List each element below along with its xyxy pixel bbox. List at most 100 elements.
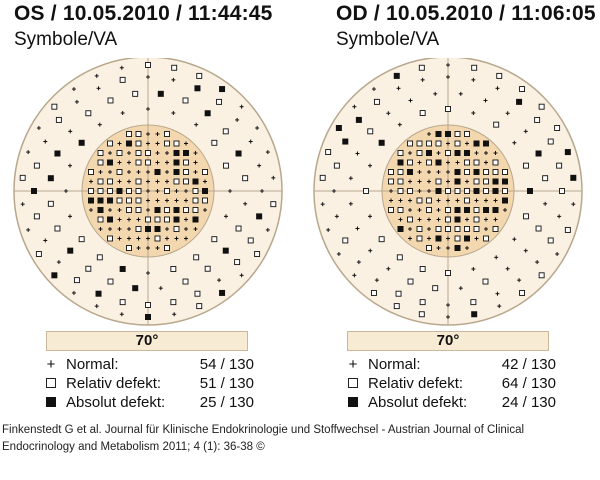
absolute-defect-marker bbox=[564, 149, 571, 156]
normal-point-marker bbox=[184, 189, 188, 193]
relative-defect-marker bbox=[164, 216, 170, 223]
relative-defect-marker bbox=[85, 110, 92, 117]
relative-defect-marker bbox=[426, 207, 432, 213]
absolute-defect-marker bbox=[78, 139, 85, 146]
relative-defect-marker bbox=[145, 159, 151, 166]
absolute-defect-marker bbox=[173, 216, 180, 223]
relative-defect-marker bbox=[107, 235, 113, 242]
relative-defect-marker bbox=[342, 237, 349, 244]
normal-point-marker bbox=[165, 227, 169, 231]
visual-field-chart-od bbox=[313, 58, 583, 326]
normal-point-marker bbox=[557, 214, 562, 219]
relative-defect-marker bbox=[192, 188, 199, 194]
relative-defect-marker bbox=[183, 159, 189, 166]
absolute-defect-marker bbox=[516, 98, 523, 105]
normal-point-marker bbox=[96, 86, 101, 91]
absolute-defect-marker bbox=[183, 150, 189, 156]
relative-defect-marker bbox=[211, 236, 218, 243]
absolute-defect-marker bbox=[119, 265, 126, 272]
normal-point-marker bbox=[484, 151, 488, 155]
absolute-defect-marker bbox=[355, 116, 362, 123]
legend-label: Relativ defekt: bbox=[66, 375, 162, 392]
normal-point-marker bbox=[97, 122, 102, 127]
relative-defect-marker bbox=[426, 159, 432, 166]
normal-point-marker bbox=[255, 126, 260, 130]
relative-defect-marker bbox=[85, 265, 92, 272]
relative-defect-marker bbox=[397, 178, 404, 185]
relative-defect-marker bbox=[119, 299, 126, 306]
absolute-defect-marker bbox=[157, 90, 164, 97]
absolute-defect-marker bbox=[107, 159, 113, 166]
normal-point-marker bbox=[155, 246, 160, 250]
legend-row-relative-defect: Relativ defekt: 51 / 130 bbox=[44, 374, 254, 393]
relative-defect-marker bbox=[393, 303, 400, 310]
normal-point-marker bbox=[155, 160, 160, 165]
relative-defect-marker bbox=[333, 162, 340, 169]
relative-defect-marker bbox=[170, 266, 177, 272]
normal-point-marker bbox=[184, 198, 188, 203]
relative-defect-marker bbox=[373, 98, 380, 105]
normal-point-marker bbox=[271, 175, 276, 180]
legend-row-relative-defect: Relativ defekt: 64 / 130 bbox=[346, 374, 556, 393]
normal-point-marker bbox=[427, 179, 431, 184]
normal-point-marker bbox=[396, 86, 401, 91]
relative-defect-marker bbox=[54, 225, 61, 232]
normal-point-marker bbox=[136, 217, 141, 222]
relative-defect-marker bbox=[126, 197, 132, 204]
absolute-defect-marker bbox=[435, 235, 442, 242]
normal-point-marker bbox=[146, 236, 150, 241]
legend-count: 24 / 130 bbox=[501, 394, 556, 411]
absolute-defect-marker bbox=[527, 188, 533, 194]
normal-point-marker bbox=[334, 214, 339, 219]
normal-point-marker bbox=[203, 208, 207, 212]
relative-defect-marker bbox=[119, 76, 126, 83]
relative-defect-marker bbox=[432, 285, 439, 292]
normal-point-marker bbox=[155, 179, 160, 184]
normal-point-marker bbox=[136, 246, 141, 250]
relative-defect-marker bbox=[135, 178, 142, 185]
absolute-defect-marker bbox=[154, 169, 161, 175]
absolute-defect-marker bbox=[570, 174, 577, 181]
normal-point-marker bbox=[26, 150, 31, 155]
normal-point-marker bbox=[484, 198, 488, 203]
normal-point-marker bbox=[471, 111, 476, 116]
normal-point-marker bbox=[446, 160, 450, 165]
relative-defect-marker bbox=[416, 150, 423, 156]
relative-defect-marker bbox=[107, 140, 113, 147]
relative-defect-marker bbox=[547, 138, 554, 145]
relative-defect-marker bbox=[396, 254, 403, 261]
absolute-defect-marker bbox=[192, 178, 199, 185]
relative-defect-marker bbox=[202, 197, 208, 204]
normal-point-marker bbox=[458, 91, 463, 96]
normal-point-marker bbox=[483, 98, 488, 103]
absolute-defect-marker bbox=[454, 169, 461, 175]
relative-defect-marker bbox=[492, 159, 499, 166]
relative-defect-marker bbox=[388, 178, 394, 185]
relative-defect-marker bbox=[454, 188, 461, 194]
relative-defect-marker bbox=[445, 216, 451, 223]
plus-icon: + bbox=[348, 356, 358, 373]
absolute-defect-marker bbox=[192, 216, 199, 223]
absolute-defect-marker bbox=[492, 188, 499, 194]
relative-defect-marker bbox=[523, 213, 529, 220]
normal-point-marker bbox=[427, 132, 431, 136]
normal-point-marker bbox=[336, 252, 341, 256]
relative-defect-marker bbox=[164, 207, 170, 213]
normal-point-marker bbox=[165, 151, 169, 155]
relative-defect-marker bbox=[416, 226, 423, 232]
normal-point-marker bbox=[146, 271, 150, 275]
relative-defect-marker bbox=[416, 197, 423, 204]
absolute-defect-marker bbox=[154, 207, 161, 213]
absolute-defect-marker bbox=[235, 150, 242, 157]
normal-point-marker bbox=[417, 217, 422, 222]
relative-defect-marker bbox=[554, 125, 561, 131]
relative-defect-marker bbox=[397, 169, 404, 175]
normal-point-marker bbox=[108, 227, 112, 231]
relative-defect-marker bbox=[397, 207, 404, 213]
normal-point-marker bbox=[427, 189, 431, 193]
normal-point-marker bbox=[436, 217, 441, 222]
absolute-defect-marker bbox=[222, 247, 229, 254]
relative-defect-marker bbox=[395, 290, 402, 297]
normal-point-marker bbox=[260, 189, 264, 193]
normal-point-marker bbox=[408, 198, 412, 203]
